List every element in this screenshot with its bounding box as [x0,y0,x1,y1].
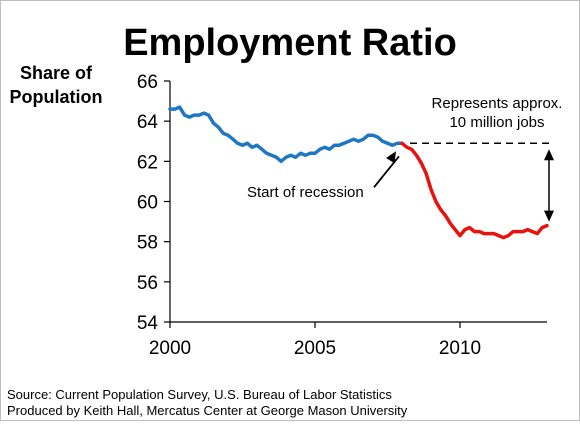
x-tick-label: 2005 [294,338,336,359]
x-ticks: 2000 2005 2010 [149,322,481,359]
series-line-post-recession [400,141,549,240]
source-line1: Source: Current Population Survey, U.S. … [7,387,392,402]
recession-label: Start of recession [247,184,364,201]
y-axis-label-line1: Share of [20,63,93,83]
y-tick-label: 58 [137,233,158,254]
annotations [373,142,554,222]
recession-arrow-shaft [373,155,400,188]
y-ticks: 54 56 58 60 62 64 66 [137,72,170,334]
y-tick-label: 62 [137,152,158,173]
source-line2: Produced by Keith Hall, Mercatus Center … [7,403,408,418]
gap-arrow-head-up [544,149,554,161]
y-tick-label: 60 [137,193,158,214]
series-line-pre-recession [168,105,404,164]
x-tick-label: 2010 [439,338,481,359]
gap-label-line2: 10 million jobs [449,114,544,131]
series-lines [168,105,549,240]
y-tick-label: 54 [137,313,159,334]
y-tick-label: 64 [137,112,159,133]
y-tick-label: 66 [137,72,158,93]
y-axis-label-line2: Population [10,87,103,107]
chart-title: Employment Ratio [123,22,457,64]
y-tick-label: 56 [137,273,158,294]
recession-arrow-head [385,151,396,164]
gap-arrow-head-down [544,210,554,222]
gap-label-line1: Represents approx. [432,95,563,112]
x-tick-label: 2000 [149,338,191,359]
